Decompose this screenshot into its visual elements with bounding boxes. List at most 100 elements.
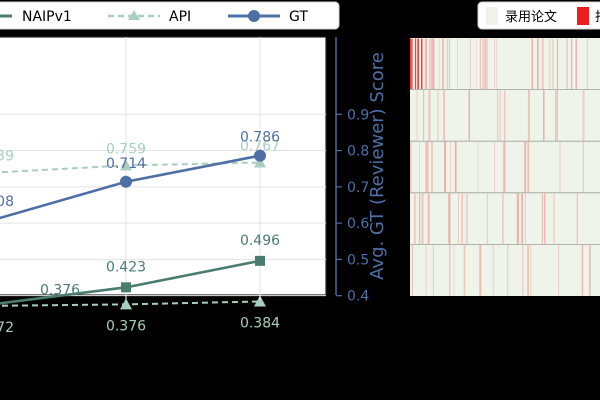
heatmap-cell — [479, 244, 482, 296]
heatmap-cell — [468, 90, 471, 141]
y-tick-label: 0.7 — [347, 180, 369, 196]
triangle-marker-icon — [128, 10, 140, 20]
heatmap-cell — [457, 38, 459, 90]
y-tick-label: 0.9 — [347, 107, 369, 123]
heatmap-cell — [442, 90, 444, 141]
heatmap-cell — [494, 38, 496, 90]
legend-label-naipv1: NAIPv1 — [22, 9, 72, 25]
y-axis-label: Avg. GT (Reviewer) Score — [367, 52, 388, 280]
data-point-gt — [120, 175, 132, 188]
heatmap-cell — [444, 141, 447, 193]
heatmap-cell — [426, 141, 429, 193]
heatmap-cell — [582, 141, 584, 193]
heatmap-cell — [449, 244, 451, 296]
heatmap-cell — [503, 141, 506, 193]
heatmap-cell — [443, 90, 446, 141]
heatmap-cell — [531, 38, 534, 90]
heatmap-cell — [438, 38, 440, 90]
heatmap-cell — [421, 193, 424, 244]
heatmap-cell — [526, 244, 528, 296]
heatmap-cell — [486, 193, 489, 244]
heatmap-cell — [463, 244, 466, 296]
data-label-api: 0.376 — [106, 318, 146, 334]
heatmap-cell — [544, 193, 546, 244]
heatmap-cell — [559, 141, 561, 193]
data-label-naipv1: 0.496 — [240, 233, 280, 249]
heatmap-cell — [556, 90, 558, 141]
heatmap-cell — [575, 38, 577, 90]
heatmap-cell — [502, 193, 504, 244]
heatmap-cell — [492, 244, 494, 296]
heatmap-cell — [484, 38, 487, 90]
heatmap-cell — [428, 90, 431, 141]
heatmap-cell — [582, 90, 585, 141]
series-layer — [0, 149, 266, 310]
heatmap-cell — [558, 244, 560, 296]
heatmap-cell — [425, 141, 427, 193]
heatmap-cell — [541, 193, 543, 244]
plot-area — [0, 36, 327, 296]
heatmap-cell — [411, 38, 413, 90]
data-point-naipv1 — [121, 282, 131, 293]
heatmap-cell — [458, 193, 459, 244]
heatmap-cell — [432, 244, 434, 296]
heatmap-cell — [425, 244, 427, 296]
heatmap-cell — [414, 193, 416, 244]
heatmap-cell — [494, 141, 496, 193]
heatmap-cell — [571, 38, 573, 90]
y-tick-label: 0.6 — [347, 216, 369, 232]
heatmap-cell — [556, 38, 559, 90]
heatmap-cell — [581, 244, 584, 296]
heatmap-cell — [496, 38, 498, 90]
heatmap-cell — [527, 141, 530, 193]
heatmap-cell — [414, 38, 417, 90]
data-point-api-upper — [254, 156, 266, 168]
heatmap-cell — [586, 38, 589, 90]
data-point-api-upper — [120, 159, 132, 171]
heatmap-cell — [450, 141, 452, 193]
heatmap-cell — [524, 193, 526, 244]
circle-marker-icon — [248, 10, 260, 22]
heatmap-cell — [453, 244, 455, 296]
heatmap-cell — [537, 38, 539, 90]
heatmap-cell — [410, 38, 412, 90]
data-label-gt: 0.786 — [240, 130, 280, 146]
heatmap-cell — [430, 141, 434, 193]
y-tick-label: 0.5 — [347, 252, 369, 268]
heatmap-cell — [419, 141, 420, 193]
legend-item-gt: GT — [228, 9, 308, 25]
legend-label-rejected: 拒 — [595, 10, 600, 25]
legend-left: NAIPv1 API GT — [0, 1, 340, 30]
heatmap-cell — [479, 38, 482, 90]
heatmap-cell — [543, 90, 545, 141]
heatmap-cell — [481, 38, 483, 90]
heatmap-cell — [432, 38, 435, 90]
heatmap-cell — [576, 193, 578, 244]
heatmap-cell — [469, 38, 471, 90]
data-point-gt — [254, 149, 266, 162]
heatmap-cell — [555, 90, 556, 141]
y-axis-right: 0.4 0.5 0.6 0.7 0.8 0.9 — [125, 37, 369, 305]
heatmap-cell — [425, 38, 428, 90]
heatmap-cells — [410, 38, 600, 296]
heatmap-cell — [477, 141, 479, 193]
y-tick-label: 0.4 — [347, 289, 369, 305]
data-label-naipv1: 0.423 — [106, 259, 146, 275]
heatmap-cell — [465, 193, 467, 244]
heatmap-cell — [483, 38, 485, 90]
legend-label-api: API — [169, 9, 191, 25]
data-label-api: 0.384 — [240, 315, 280, 331]
heatmap-cell — [541, 38, 544, 90]
heatmap-cell — [437, 90, 439, 141]
heatmap-cell — [454, 141, 457, 193]
heatmap-cell — [466, 193, 468, 244]
y-tick-label: 0.8 — [347, 144, 369, 160]
heatmap-cell — [549, 38, 551, 90]
heatmap-cell — [521, 193, 524, 244]
heatmap-cell — [441, 38, 445, 90]
legend-swatch-accepted — [486, 7, 498, 25]
heatmap-cell — [418, 193, 421, 244]
